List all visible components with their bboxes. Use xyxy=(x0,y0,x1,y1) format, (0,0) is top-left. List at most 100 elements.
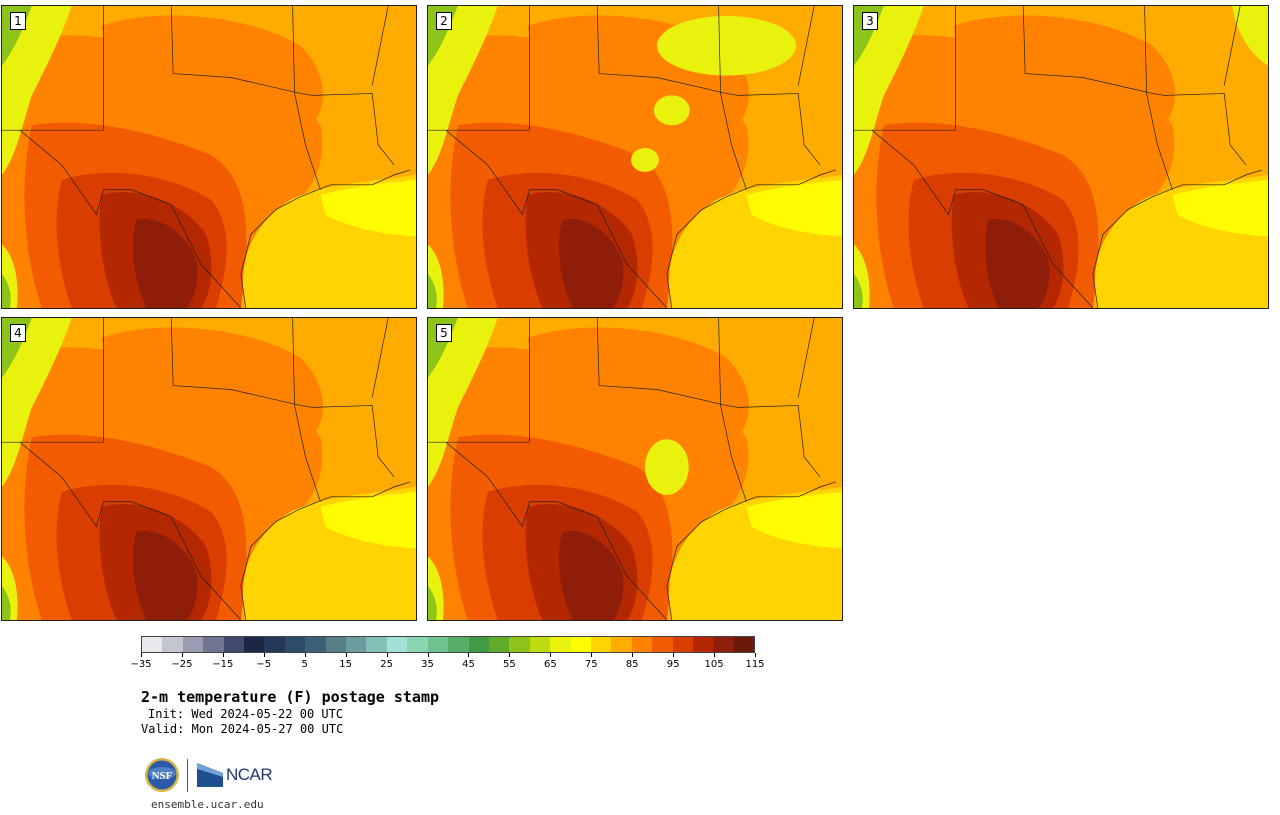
state-boundary xyxy=(1164,93,1247,166)
state-boundary xyxy=(871,129,1094,308)
colorbar-tick-label: −25 xyxy=(171,659,193,670)
colorbar-tick xyxy=(304,653,306,657)
colorbar-tick-label: 85 xyxy=(625,659,639,670)
colorbar-tick-label: 115 xyxy=(745,659,765,670)
mountain-region xyxy=(428,586,437,620)
colorbar-tick-label: 55 xyxy=(503,659,516,670)
colorbar-tick xyxy=(263,653,265,657)
colorbar-segment xyxy=(529,637,551,652)
state-boundary xyxy=(2,6,104,131)
colorbar-segment xyxy=(142,637,163,652)
temperature-map xyxy=(2,318,416,620)
cool-highland xyxy=(1232,6,1268,66)
colorbar-tick-label: −35 xyxy=(130,659,152,670)
member-label: 2 xyxy=(436,12,452,30)
colorbar-segment xyxy=(733,637,755,652)
warm-region xyxy=(953,15,1175,136)
colorbar-segment xyxy=(631,637,653,652)
member-label: 1 xyxy=(10,12,26,30)
cool-storm-region xyxy=(653,95,690,126)
mountain-region xyxy=(2,586,11,620)
coastal-band xyxy=(320,491,416,549)
colorbar-tick xyxy=(550,653,552,657)
state-boundary xyxy=(170,6,313,96)
temperature-colorbar xyxy=(141,636,755,653)
colorbar-segment xyxy=(244,637,265,652)
figure-title: 2-m temperature (F) postage stamp xyxy=(141,688,440,706)
colorbar-tick-label: 45 xyxy=(462,659,475,670)
state-boundary xyxy=(738,405,821,478)
coastal-band xyxy=(746,179,842,237)
colorbar-segment xyxy=(182,637,204,652)
colorbar-segment xyxy=(468,637,489,652)
colorbar-segment xyxy=(346,637,367,652)
colorbar-segment xyxy=(264,637,285,652)
colorbar-tick xyxy=(181,653,183,657)
colorbar-tick xyxy=(755,653,756,657)
cool-highland xyxy=(428,318,498,487)
cool-highland xyxy=(428,6,498,175)
state-boundary xyxy=(666,481,837,620)
extreme-core xyxy=(558,218,624,308)
ncar-wordmark: NCAR xyxy=(226,765,273,784)
colorbar-segment xyxy=(692,637,714,652)
state-boundary xyxy=(170,318,313,408)
warm-region xyxy=(101,327,323,448)
state-boundary xyxy=(2,318,104,443)
member-label: 3 xyxy=(862,12,878,30)
colorbar-tick xyxy=(141,653,142,657)
colorbar-segment xyxy=(386,637,408,652)
ensemble-member-map-4: 4 xyxy=(1,317,417,621)
mountain-region xyxy=(428,274,437,308)
cool-highland xyxy=(2,6,72,175)
extreme-core xyxy=(984,218,1050,308)
colorbar-segment xyxy=(611,637,632,652)
colorbar-segment xyxy=(488,637,510,652)
colorbar-segment xyxy=(162,637,183,652)
state-boundary xyxy=(445,129,668,308)
state-boundary xyxy=(371,318,389,398)
state-boundary xyxy=(240,481,411,620)
ensemble-member-map-3: 3 xyxy=(853,5,1269,309)
ncar-logo-icon xyxy=(197,763,223,787)
warm-region xyxy=(101,15,323,136)
colorbar-segment xyxy=(570,637,591,652)
colorbar-segment xyxy=(550,637,571,652)
ensemble-member-map-2: 2 xyxy=(427,5,843,309)
colorbar-tick-label: 5 xyxy=(301,659,308,670)
cool-highland xyxy=(854,6,924,175)
colorbar-tick xyxy=(468,653,470,657)
state-boundary xyxy=(1092,169,1263,308)
mountain-region xyxy=(854,274,863,308)
cool-storm-region xyxy=(656,15,797,76)
state-boundary xyxy=(797,318,815,398)
svg-text:NSF: NSF xyxy=(152,770,173,782)
colorbar-ticks: −35 −25 −15 −5 5 15 25 35 45 55 65 75 85 95 105 115 xyxy=(130,653,765,673)
state-boundary xyxy=(718,318,747,502)
state-boundary xyxy=(445,441,668,620)
state-boundary xyxy=(19,441,242,620)
ensemble-member-map-1: 1 xyxy=(1,5,417,309)
colorbar-segment xyxy=(305,637,326,652)
cool-highland xyxy=(2,318,72,487)
ensemble-member-map-5: 5 xyxy=(427,317,843,621)
colorbar-segment xyxy=(672,637,693,652)
member-label: 5 xyxy=(436,324,452,342)
colorbar-tick-label: −15 xyxy=(212,659,234,670)
colorbar-segment xyxy=(366,637,387,652)
state-boundary xyxy=(19,129,242,308)
colorbar-tick xyxy=(386,653,388,657)
logo-divider xyxy=(187,759,188,792)
state-boundary xyxy=(738,93,821,166)
colorbar-segment xyxy=(325,637,347,652)
colorbar-tick xyxy=(509,653,511,657)
state-boundary xyxy=(240,169,411,308)
state-boundary xyxy=(596,318,739,408)
state-boundary xyxy=(428,6,530,131)
init-time: Init: Wed 2024-05-22 00 UTC xyxy=(148,707,344,721)
state-boundary xyxy=(428,318,530,443)
colorbar-tick xyxy=(427,653,429,657)
colorbar-segment xyxy=(652,637,673,652)
colorbar-tick-label: 75 xyxy=(584,659,598,670)
colorbar-tick-label: 35 xyxy=(421,659,434,670)
